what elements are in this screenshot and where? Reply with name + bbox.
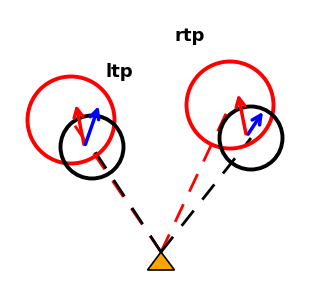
Text: rtp: rtp [174, 27, 205, 45]
Text: ltp: ltp [105, 63, 133, 81]
Polygon shape [147, 252, 175, 270]
